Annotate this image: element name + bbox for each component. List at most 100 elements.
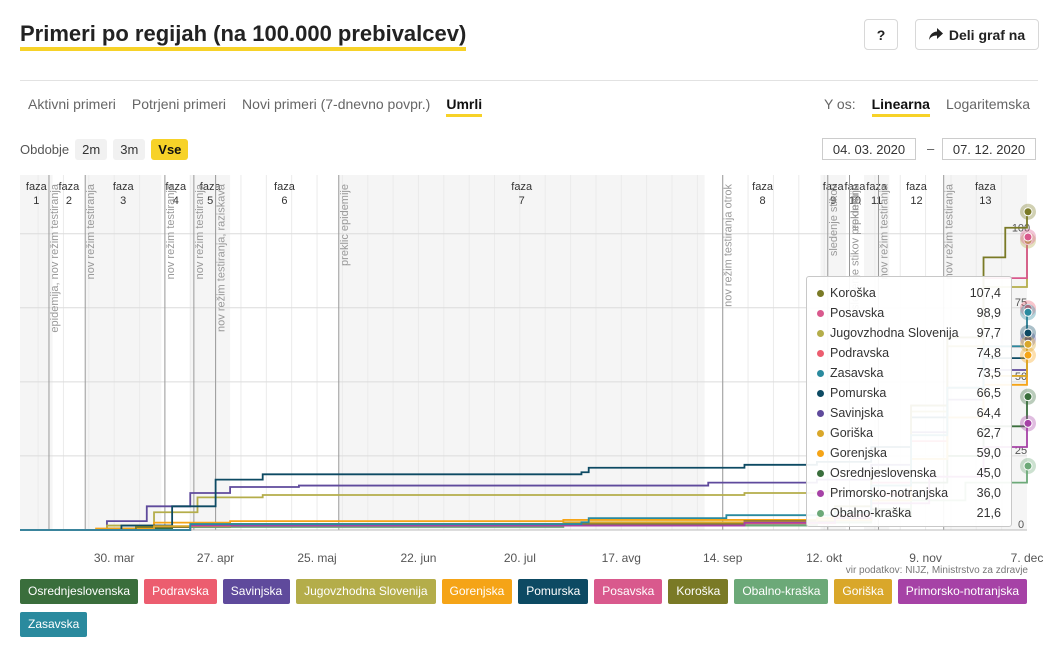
tooltip-row: Koroška 107,4: [817, 283, 1001, 303]
tooltip-color-dot: [817, 329, 824, 337]
date-range-dash: –: [927, 141, 935, 156]
help-button[interactable]: ?: [864, 19, 898, 50]
tooltip-value: 62,7: [976, 426, 1001, 440]
tooltip-region-name: Savinjska: [830, 406, 884, 420]
share-label: Deli graf na: [948, 26, 1026, 43]
date-to-input[interactable]: 07. 12. 2020: [942, 138, 1036, 160]
y-scale-linear[interactable]: Linearna: [871, 96, 930, 117]
x-tick-label: 22. jun: [400, 551, 436, 565]
legend-item[interactable]: Savinjska: [222, 579, 291, 604]
phase-label: faza: [511, 181, 533, 193]
legend-item[interactable]: Zasavska: [20, 612, 88, 637]
phase-label: faza: [975, 181, 997, 193]
tooltip-row: Obalno-kraška 21,6: [817, 503, 1001, 523]
event-label: nov režim testiranja: [165, 183, 177, 279]
phase-label: faza: [165, 181, 187, 193]
event-label: nov režim testiranja: [85, 183, 97, 279]
tab-active-cases[interactable]: Aktivni primeri: [28, 96, 116, 112]
tooltip-value: 21,6: [976, 506, 1001, 520]
legend-item[interactable]: Goriška: [834, 579, 892, 604]
event-label: nov režim testiranja: [194, 183, 206, 279]
event-label: preklic epidemije: [339, 184, 351, 266]
phase-number: 8: [760, 195, 766, 207]
phase-label: faza: [59, 181, 81, 193]
tooltip-color-dot: [817, 289, 824, 297]
phase-number: 4: [173, 195, 179, 207]
tooltip-region-name: Gorenjska: [830, 446, 887, 460]
event-label: epidemija, nov režim testiranja: [49, 183, 61, 332]
legend-item[interactable]: Obalno-kraška: [734, 579, 829, 604]
period-selector: Obdobje 2m 3m Vse: [20, 139, 189, 160]
share-icon: [928, 27, 943, 43]
legend-item[interactable]: Gorenjska: [441, 579, 513, 604]
date-from-input[interactable]: 04. 03. 2020: [822, 138, 916, 160]
tooltip-value: 97,7: [976, 326, 1001, 340]
tooltip-value: 107,4: [969, 286, 1001, 300]
tooltip-row: Posavska 98,9: [817, 303, 1001, 323]
x-tick-label: 7. dec: [1011, 551, 1044, 565]
tooltip-color-dot: [817, 489, 824, 497]
period-3m-button[interactable]: 3m: [113, 139, 146, 160]
phase-number: 9: [830, 195, 836, 207]
period-2m-button[interactable]: 2m: [75, 139, 108, 160]
tooltip-value: 74,8: [976, 346, 1001, 360]
tooltip-row: Pomurska 66,5: [817, 383, 1001, 403]
y-scale-log[interactable]: Logaritemska: [945, 96, 1030, 112]
x-tick-label: 12. okt: [806, 551, 843, 565]
x-tick-label: 17. avg: [602, 551, 641, 565]
legend-item[interactable]: Posavska: [594, 579, 663, 604]
chart-tooltip: Koroška 107,4 Posavska 98,9 Jugovzhodna Slov…: [806, 276, 1012, 527]
legend-item[interactable]: Jugovzhodna Slovenija: [296, 579, 436, 604]
legend-item[interactable]: Koroška: [668, 579, 729, 604]
legend-item[interactable]: Osrednjeslovenska: [20, 579, 139, 604]
tooltip-value: 36,0: [976, 486, 1001, 500]
tooltip-region-name: Primorsko-notranjska: [830, 486, 949, 500]
tab-new-cases[interactable]: Novi primeri (7-dnevno povpr.): [242, 96, 431, 112]
x-tick-label: 27. apr: [197, 551, 234, 565]
phase-number: 13: [979, 195, 991, 207]
event-label: nov režim testiranja: [878, 183, 890, 279]
phase-label: faza: [274, 181, 296, 193]
tooltip-row: Goriška 62,7: [817, 423, 1001, 443]
phase-number: 2: [66, 195, 72, 207]
tooltip-value: 98,9: [976, 306, 1001, 320]
phase-number: 12: [910, 195, 922, 207]
tooltip-value: 66,5: [976, 386, 1001, 400]
legend-item[interactable]: Pomurska: [518, 579, 589, 604]
header-divider: [20, 80, 1038, 81]
tab-confirmed-cases[interactable]: Potrjeni primeri: [131, 96, 227, 112]
y-tick-label: 100: [1012, 223, 1030, 235]
phase-number: 1: [33, 195, 39, 207]
tooltip-row: Savinjska 64,4: [817, 403, 1001, 423]
tooltip-region-name: Zasavska: [830, 366, 884, 380]
tooltip-value: 59,0: [976, 446, 1001, 460]
phase-label: faza: [752, 181, 774, 193]
tooltip-color-dot: [817, 389, 824, 397]
phase-band: [20, 175, 53, 530]
tooltip-row: Gorenjska 59,0: [817, 443, 1001, 463]
tooltip-color-dot: [817, 449, 824, 457]
phase-number: 3: [120, 195, 126, 207]
tooltip-region-name: Koroška: [830, 286, 876, 300]
y-tick-label: 75: [1015, 297, 1027, 309]
share-button[interactable]: Deli graf na: [915, 19, 1039, 50]
event-label: sledenje stikov: [828, 184, 840, 257]
phase-label: faza: [866, 181, 888, 193]
series-end-marker: [1023, 339, 1033, 349]
series-end-marker: [1023, 232, 1033, 242]
legend-item[interactable]: Podravska: [144, 579, 217, 604]
phase-band: [338, 175, 705, 530]
x-tick-label: 25. maj: [297, 551, 336, 565]
event-label: epidemija: [850, 183, 862, 231]
tooltip-color-dot: [817, 429, 824, 437]
tooltip-value: 64,4: [976, 406, 1001, 420]
tooltip-color-dot: [817, 349, 824, 357]
x-tick-label: 14. sep: [703, 551, 743, 565]
tooltip-region-name: Goriška: [830, 426, 874, 440]
period-all-button[interactable]: Vse: [151, 139, 189, 160]
phase-number: 6: [281, 195, 287, 207]
tooltip-value: 73,5: [976, 366, 1001, 380]
tab-deaths[interactable]: Umrli: [446, 96, 483, 117]
legend-item[interactable]: Primorsko-notranjska: [897, 579, 1028, 604]
event-label: nov režim testiranja, raziskava: [216, 183, 228, 332]
